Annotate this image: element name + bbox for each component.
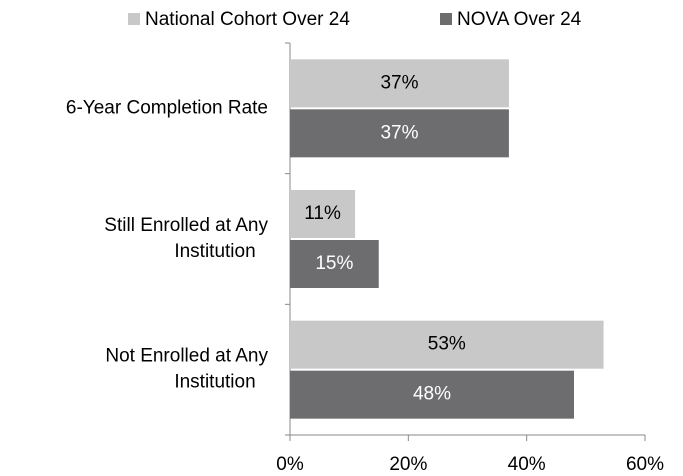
bar xyxy=(290,59,509,108)
bar xyxy=(290,109,509,158)
bar-value-label: 15% xyxy=(315,253,353,274)
bar xyxy=(290,190,356,238)
x-tick-label: 0% xyxy=(276,454,304,475)
bar-value-label: 11% xyxy=(304,203,341,224)
legend-swatch xyxy=(440,13,452,25)
legend-swatch xyxy=(128,13,140,25)
bar-value-label: 37% xyxy=(380,122,418,143)
bar-value-label: 53% xyxy=(428,334,466,355)
bar xyxy=(290,370,574,419)
category-label: Not Enrolled at Any Institution xyxy=(105,346,268,393)
category-label: 6-Year Completion Rate xyxy=(66,97,268,118)
legend-label: NOVA Over 24 xyxy=(457,9,582,30)
legend-label: National Cohort Over 24 xyxy=(145,9,350,30)
x-tick-label: 20% xyxy=(389,454,427,475)
bar xyxy=(290,240,379,288)
x-tick-label: 40% xyxy=(508,454,546,475)
bar xyxy=(290,320,604,369)
category-label: Still Enrolled at Any Institution xyxy=(104,215,268,262)
bar-value-label: 48% xyxy=(413,384,451,405)
x-tick-label: 60% xyxy=(626,454,664,475)
bar-value-label: 37% xyxy=(380,72,418,93)
